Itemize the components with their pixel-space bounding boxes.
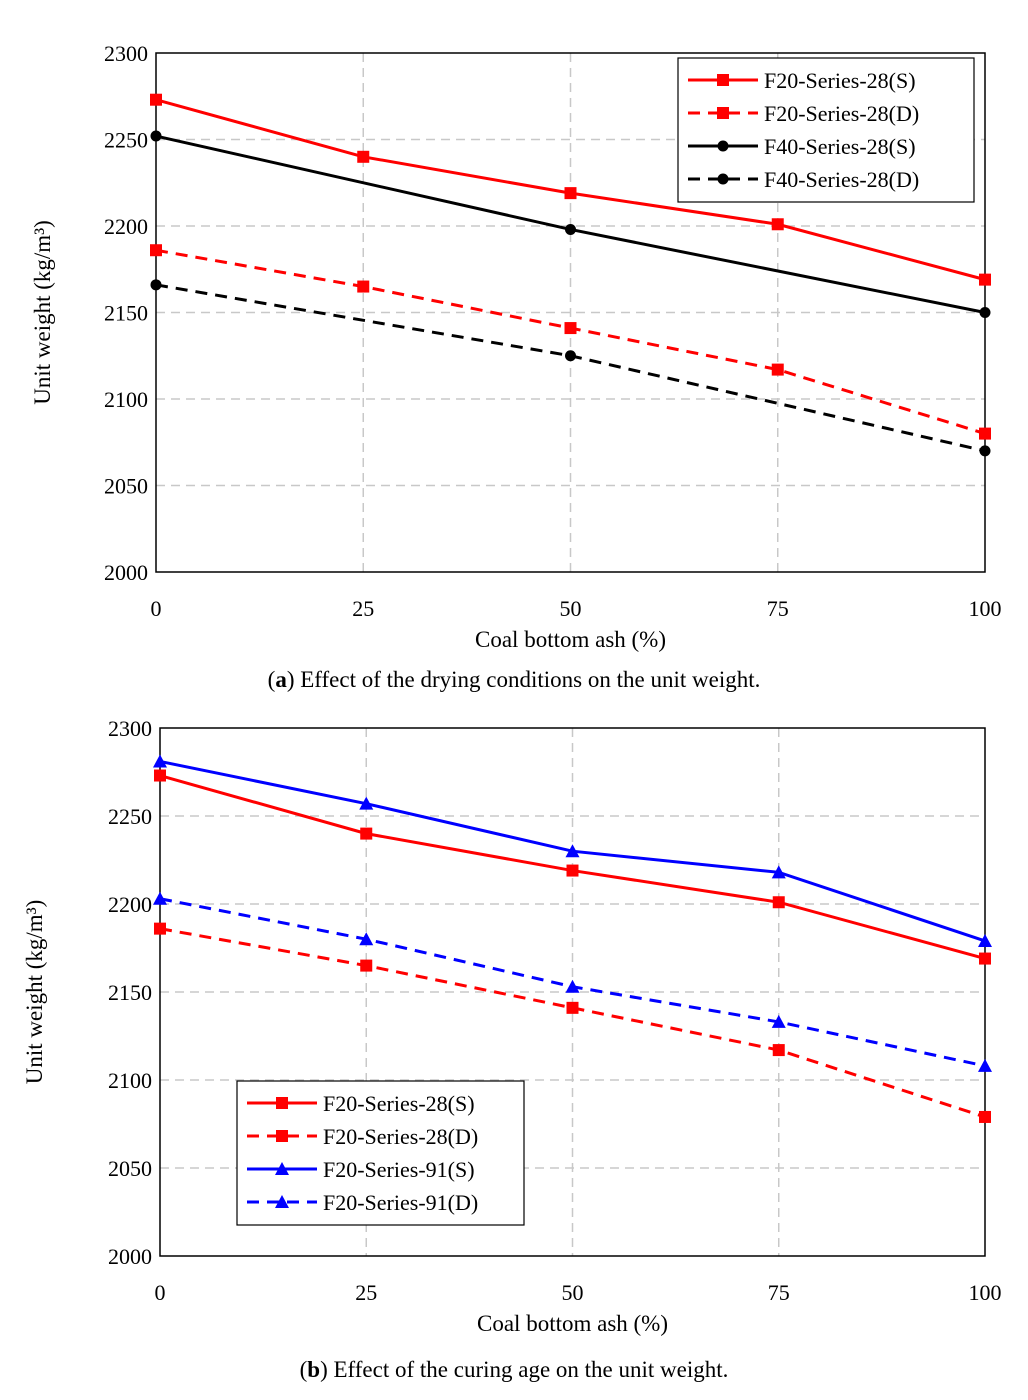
chart-a-data-point [357, 150, 370, 163]
chart-b-x-tick-label: 50 [562, 1280, 584, 1305]
chart-a-series-1 [150, 244, 991, 440]
chart-b-data-point [359, 796, 374, 810]
chart-b-legend-marker [275, 1162, 289, 1175]
chart-b-data-point [566, 1001, 579, 1014]
chart-a-data-point [771, 363, 784, 376]
chart-a-x-tick-label: 100 [969, 596, 1002, 621]
chart-a-data-point [565, 223, 576, 235]
chart-b-x-tick-label: 0 [155, 1280, 166, 1305]
chart-a-y-tick-label: 2250 [104, 128, 148, 153]
chart-b-data-point [772, 896, 785, 909]
chart-b-legend-label: F20-Series-91(D) [323, 1190, 478, 1215]
chart-a-legend-marker [717, 74, 729, 86]
chart-b-y-tick-label: 2300 [108, 716, 152, 741]
chart-a-legend-label: F20-Series-28(S) [764, 68, 916, 93]
chart-b-data-point [978, 933, 992, 947]
chart-a-data-point [979, 307, 991, 318]
chart-b-y-tick-label: 2050 [108, 1156, 152, 1181]
chart-a-data-point [771, 218, 784, 231]
chart-b-x-tick-label: 25 [355, 1280, 377, 1305]
chart-b-series-2 [153, 754, 992, 947]
chart-b-y-tick-label: 2000 [108, 1244, 152, 1269]
chart-b-data-point [566, 864, 579, 877]
chart-b-data-point [153, 754, 167, 768]
caption-b: (b) Effect of the curing age on the unit… [299, 1357, 729, 1382]
chart-b-x-axis-label: Coal bottom ash (%) [477, 1311, 668, 1336]
chart-a: 2000 2050 2100 2150 2200 2250 2300 0 25 50 75 100 Co… [30, 41, 1002, 652]
chart-a-legend-marker [717, 107, 729, 119]
chart-b-legend-label: F20-Series-91(S) [323, 1157, 475, 1182]
chart-a-y-axis-label: Unit weight (kg/m³) [30, 220, 55, 404]
chart-b-series-0 [154, 769, 991, 965]
chart-a-legend-marker [717, 140, 729, 152]
chart-b-data-point [979, 1110, 991, 1123]
chart-b-data-point [979, 952, 991, 965]
chart-a-data-point [150, 279, 162, 291]
chart-b-data-point [154, 769, 166, 782]
chart-b-legend-label: F20-Series-28(S) [323, 1091, 475, 1116]
chart-a-data-point [564, 187, 577, 200]
chart-a-x-tick-label: 50 [560, 596, 582, 621]
chart-a-legend-label: F40-Series-28(D) [764, 167, 919, 192]
chart-b-data-point [771, 865, 786, 879]
chart-a-legend-marker [717, 173, 729, 185]
caption-a-label: a [275, 667, 287, 692]
chart-a-legend-label: F40-Series-28(S) [764, 134, 916, 159]
chart-a-legend-label: F20-Series-28(D) [764, 101, 919, 126]
chart-a-series-3 [150, 279, 991, 457]
chart-a-y-tick-label: 2050 [104, 474, 148, 499]
chart-b-data-point [772, 1044, 785, 1057]
chart-b-data-point [978, 1058, 992, 1072]
chart-a-y-tick-label: 2300 [104, 41, 148, 66]
chart-b-y-axis-label: Unit weight (kg/m³) [22, 900, 47, 1084]
chart-a-y-tick-label: 2200 [104, 214, 148, 239]
chart-b-series-3 [153, 891, 992, 1072]
chart-b-data-point [360, 827, 373, 840]
chart-b-data-point [771, 1014, 786, 1028]
chart-a-series-0 [150, 93, 991, 286]
chart-b-legend-marker [276, 1097, 288, 1109]
chart-b-data-point [565, 979, 580, 993]
chart-b-plot-frame [159, 727, 986, 1257]
chart-a-data-point [979, 445, 991, 457]
chart-b-legend-label: F20-Series-28(D) [323, 1124, 478, 1149]
caption-a-text: ) Effect of the drying conditions on the… [286, 667, 761, 692]
chart-b-legend: F20-Series-28(S) F20-Series-28(D) F20-Seri… [236, 1080, 525, 1226]
chart-b-y-tick-label: 2200 [108, 892, 152, 917]
chart-a-data-point [979, 427, 991, 440]
chart-a-x-tick-label: 25 [352, 596, 374, 621]
caption-b-text: ) Effect of the curing age on the unit w… [320, 1357, 729, 1382]
chart-a-data-point [150, 244, 162, 257]
chart-b-data-point [565, 844, 580, 858]
caption-a: (a) Effect of the drying conditions on t… [267, 667, 761, 692]
chart-b-y-tick-label: 2250 [108, 804, 152, 829]
chart-b: 2000 2050 2100 2150 2200 2250 2300 0 25 50 75 100 Co… [22, 716, 1002, 1336]
chart-a-y-tick-label: 2100 [104, 387, 148, 412]
chart-a-data-point [357, 280, 370, 293]
chart-b-series-1 [154, 922, 991, 1123]
chart-b-y-tick-label: 2150 [108, 980, 152, 1005]
chart-a-legend: F20-Series-28(S) F20-Series-28(D) F40-Seri… [677, 57, 975, 203]
chart-a-x-axis-label: Coal bottom ash (%) [475, 627, 666, 652]
chart-a-series-2 [150, 130, 991, 318]
chart-a-data-point [564, 322, 577, 335]
chart-a-data-point [150, 93, 162, 106]
chart-b-data-point [360, 959, 373, 972]
chart-b-data-point [153, 891, 167, 905]
chart-b-legend-marker [276, 1130, 288, 1142]
chart-b-x-tick-label: 100 [969, 1280, 1002, 1305]
chart-a-data-point [150, 130, 162, 142]
chart-a-data-point [979, 273, 991, 286]
chart-a-x-tick-label: 75 [767, 596, 789, 621]
chart-b-data-point [359, 932, 374, 946]
chart-b-data-point [154, 922, 166, 935]
chart-a-x-tick-label: 0 [151, 596, 162, 621]
chart-b-x-tick-label: 75 [768, 1280, 790, 1305]
caption-b-label: b [307, 1357, 321, 1382]
chart-a-y-tick-label: 2000 [104, 560, 148, 585]
chart-a-y-tick-label: 2150 [104, 301, 148, 326]
chart-b-legend-marker [275, 1195, 289, 1208]
chart-a-data-point [565, 350, 576, 362]
chart-b-y-tick-label: 2100 [108, 1068, 152, 1093]
